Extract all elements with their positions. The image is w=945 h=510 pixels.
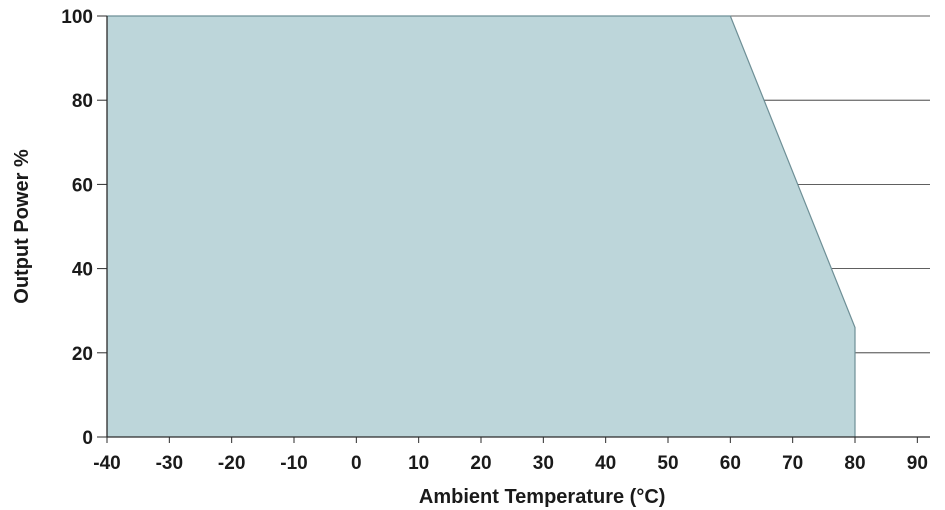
- x-tick-label-20: 20: [470, 453, 491, 474]
- axes: [97, 15, 930, 443]
- x-tick-label-30: 30: [533, 453, 554, 474]
- y-tick-label-60: 60: [72, 175, 93, 196]
- tick-labels: -40 -30 -20 -10 0 10 20 30 40 50 60 70 80 90 0 20 40 60 80…: [61, 7, 928, 474]
- plot-area: [107, 15, 856, 437]
- y-tick-label-100: 100: [61, 7, 93, 28]
- x-tick-label-70: 70: [782, 453, 803, 474]
- y-tick-label-0: 0: [82, 428, 93, 449]
- area-fill-series-0: [107, 16, 855, 437]
- x-tick-label--40: -40: [93, 453, 120, 474]
- x-tick-label-60: 60: [720, 453, 741, 474]
- y-tick-label-40: 40: [72, 260, 93, 281]
- x-tick-label--20: -20: [218, 453, 245, 474]
- x-tick-label-10: 10: [408, 453, 429, 474]
- x-tick-label-40: 40: [595, 453, 616, 474]
- y-axis-title: Output Power %: [11, 149, 33, 304]
- y-tick-label-20: 20: [72, 344, 93, 365]
- x-tick-label--10: -10: [280, 453, 307, 474]
- x-tick-label-90: 90: [907, 453, 928, 474]
- y-tick-label-80: 80: [72, 91, 93, 112]
- x-tick-label-50: 50: [657, 453, 678, 474]
- x-axis-title: Ambient Temperature (°C): [419, 486, 666, 508]
- x-tick-label-0: 0: [351, 453, 362, 474]
- x-tick-label-80: 80: [844, 453, 865, 474]
- x-tick-label--30: -30: [156, 453, 183, 474]
- area-outline-series-0: [107, 15, 856, 437]
